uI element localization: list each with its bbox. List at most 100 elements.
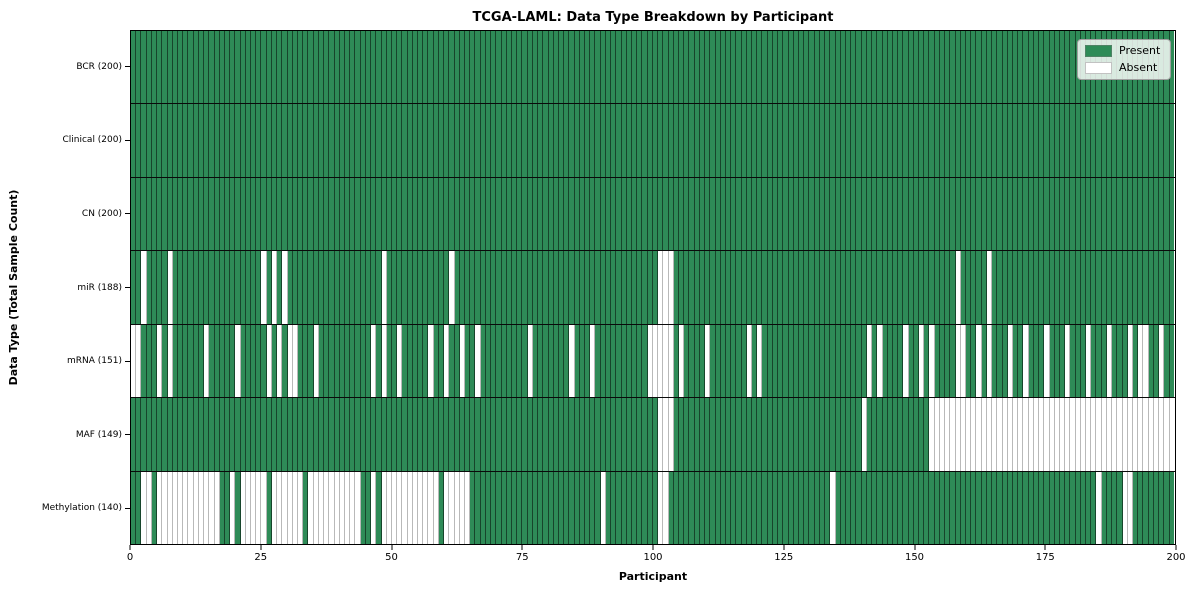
cell-present (318, 31, 325, 104)
cell-present (146, 31, 152, 104)
cell-present (1059, 251, 1066, 324)
cell-present (971, 324, 977, 398)
cell-present (475, 471, 481, 544)
cell-present (851, 324, 857, 398)
cell-present (788, 31, 794, 104)
cell-present (913, 177, 920, 251)
cell-absent (172, 471, 178, 544)
cell-present (887, 177, 893, 251)
cell-absent (298, 471, 304, 544)
cell-present (814, 31, 820, 104)
cell-present (282, 177, 288, 251)
cell-absent (527, 324, 533, 398)
cell-present (1002, 251, 1008, 324)
legend-swatch-present (1085, 45, 1112, 57)
cell-absent (1096, 471, 1102, 544)
cell-present (637, 251, 643, 324)
cell-present (303, 177, 309, 251)
cell-present (418, 251, 424, 324)
cell-present (772, 177, 779, 251)
cell-absent (1044, 398, 1050, 471)
cell-present (762, 251, 768, 324)
x-tick-label: 0 (126, 552, 134, 563)
cell-present (1164, 177, 1170, 251)
cell-present (856, 324, 862, 398)
cell-present (939, 471, 946, 544)
cell-present (1096, 104, 1102, 177)
cell-present (809, 31, 815, 104)
cell-present (360, 104, 366, 177)
cell-present (574, 398, 580, 471)
cell-absent (1122, 398, 1128, 471)
cell-present (1007, 31, 1013, 104)
cell-present (1112, 324, 1118, 398)
cell-present (522, 398, 528, 471)
cell-present (715, 251, 721, 324)
cell-present (616, 251, 622, 324)
cell-present (350, 251, 356, 324)
cell-present (470, 324, 476, 398)
cell-present (945, 177, 951, 251)
cell-present (799, 177, 805, 251)
cell-present (470, 104, 476, 177)
cell-present (783, 398, 789, 471)
legend: Present Absent (1077, 39, 1171, 80)
cell-present (799, 104, 805, 177)
x-tick-mark (1175, 545, 1177, 550)
cell-present (611, 324, 617, 398)
cell-present (945, 104, 951, 177)
cell-present (235, 251, 241, 324)
cell-present (736, 104, 742, 177)
cell-absent (1065, 398, 1071, 471)
cell-present (757, 31, 763, 104)
cell-absent (449, 471, 455, 544)
cell-present (715, 471, 721, 544)
cell-present (376, 471, 382, 544)
cell-present (741, 324, 747, 398)
cell-absent (997, 398, 1003, 471)
cell-present (355, 31, 361, 104)
cell-present (465, 177, 471, 251)
legend-swatch-absent (1085, 62, 1112, 74)
cell-present (141, 398, 147, 471)
cell-present (1106, 177, 1113, 251)
cell-present (752, 177, 758, 251)
cell-present (981, 471, 987, 544)
cell-present (167, 104, 173, 177)
cell-absent (167, 251, 173, 324)
cell-present (141, 104, 147, 177)
cell-present (511, 31, 518, 104)
cell-present (966, 471, 972, 544)
cell-present (423, 398, 429, 471)
cell-present (929, 31, 935, 104)
cell-present (621, 324, 627, 398)
cell-present (720, 324, 726, 398)
cell-absent (1106, 398, 1113, 471)
cell-present (642, 177, 648, 251)
cell-present (1143, 177, 1149, 251)
cell-present (595, 104, 601, 177)
cell-present (668, 177, 674, 251)
cell-absent (955, 251, 961, 324)
cell-present (705, 31, 711, 104)
cell-present (188, 31, 194, 104)
cell-present (1106, 471, 1113, 544)
cell-present (308, 251, 314, 324)
cell-absent (757, 324, 763, 398)
cell-present (344, 31, 351, 104)
cell-present (558, 398, 565, 471)
cell-present (245, 398, 252, 471)
cell-present (1065, 251, 1071, 324)
cell-present (522, 251, 528, 324)
cell-present (825, 251, 831, 324)
cell-present (678, 398, 685, 471)
cell-present (637, 104, 643, 177)
cell-absent (324, 471, 330, 544)
cell-present (1033, 471, 1040, 544)
cell-present (558, 324, 565, 398)
cell-present (298, 177, 304, 251)
cell-present (1091, 104, 1097, 177)
cell-present (1096, 177, 1102, 251)
cell-present (136, 471, 142, 544)
cell-present (1117, 177, 1123, 251)
